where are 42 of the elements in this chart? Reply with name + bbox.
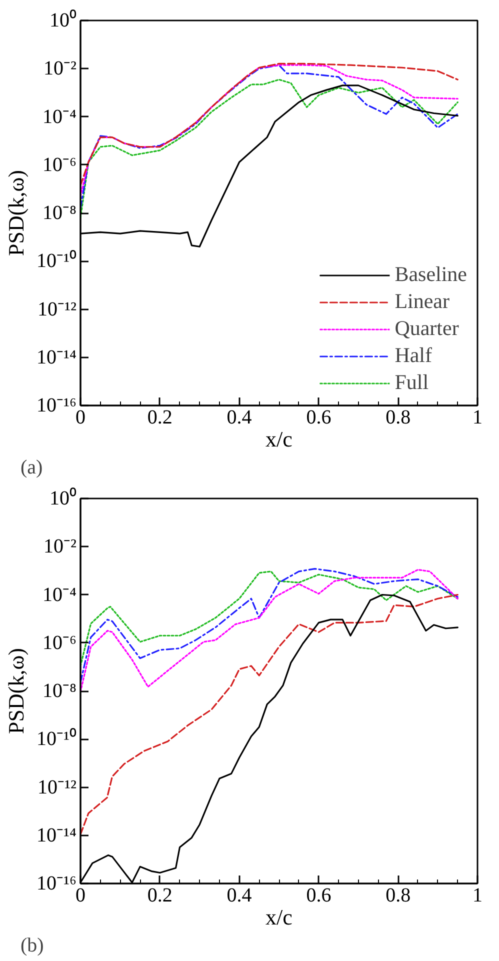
- legend-label: Full: [394, 370, 429, 395]
- y-tick-label: 10⁰: [50, 8, 76, 32]
- x-tick-label: 0.2: [147, 406, 172, 428]
- x-tick-label: 0.6: [306, 406, 332, 428]
- x-tick-label: 0.8: [386, 406, 411, 428]
- y-tick-label: 10⁰: [50, 486, 76, 510]
- y-tick-label: 10⁻⁶: [42, 154, 77, 176]
- x-tick-label: 0.4: [226, 406, 252, 428]
- y-tick-label: 10⁻¹²: [38, 776, 77, 798]
- legend-label: Quarter: [394, 316, 459, 341]
- legend-label: Half: [394, 343, 432, 368]
- y-tick-label: 10⁻¹⁶: [36, 872, 77, 894]
- x-tick-label: 0: [76, 406, 86, 428]
- y-axis-title: PSD(k,ω): [4, 170, 29, 256]
- y-tick-label: 10⁻⁸: [42, 202, 77, 224]
- y-tick-label: 10⁻¹⁴: [36, 824, 77, 846]
- y-tick-label: 10⁻¹⁴: [36, 346, 77, 368]
- x-axis-title: x/c: [266, 904, 293, 930]
- y-tick-label: 10⁻⁴: [42, 584, 77, 606]
- x-tick-label: 0.6: [306, 884, 332, 906]
- x-tick-label: 1: [472, 884, 482, 906]
- line-series: [80, 594, 458, 836]
- y-tick-label: 10⁻²: [44, 58, 77, 80]
- text: (b): [20, 934, 44, 956]
- y-tick-label: 10⁻¹⁶: [36, 394, 77, 416]
- text: (a): [20, 456, 43, 478]
- y-tick-label: 10⁻⁴: [42, 106, 77, 128]
- x-tick-label: 0.2: [147, 884, 172, 906]
- y-tick-label: 10⁻²: [44, 536, 77, 558]
- legend-label: Baseline: [394, 262, 467, 287]
- x-tick-label: 0: [76, 884, 86, 906]
- y-axis-title: PSD(k,ω): [4, 648, 29, 734]
- y-tick-label: 10⁻⁸: [42, 680, 77, 702]
- y-tick-label: 10⁻¹⁰: [36, 727, 77, 750]
- x-tick-label: 1: [472, 406, 482, 428]
- y-tick-label: 10⁻¹⁰: [36, 249, 77, 272]
- y-tick-label: 10⁻⁶: [42, 632, 77, 654]
- legend-label: Linear: [394, 289, 450, 314]
- x-tick-label: 0.8: [386, 884, 411, 906]
- x-axis-title: x/c: [266, 426, 293, 452]
- x-tick-label: 0.4: [226, 884, 252, 906]
- y-tick-label: 10⁻¹²: [38, 298, 77, 320]
